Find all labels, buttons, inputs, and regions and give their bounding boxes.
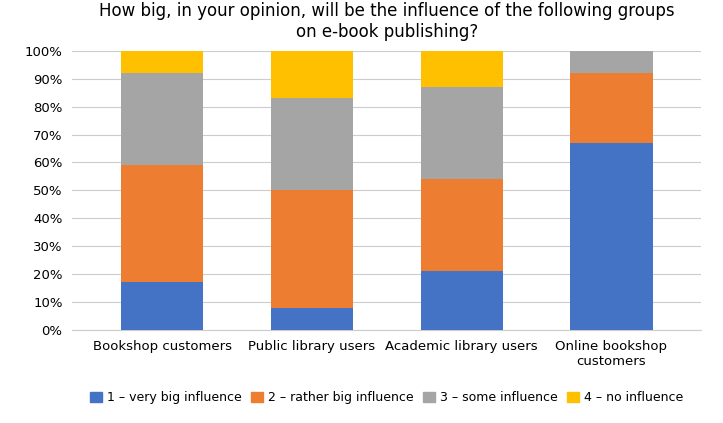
Bar bbox=[570, 73, 653, 143]
Bar bbox=[421, 51, 503, 87]
Bar bbox=[121, 165, 203, 283]
Legend: 1 – very big influence, 2 – rather big influence, 3 – some influence, 4 – no inf: 1 – very big influence, 2 – rather big i… bbox=[85, 387, 688, 409]
Bar bbox=[570, 51, 653, 73]
Bar bbox=[421, 271, 503, 330]
Bar bbox=[270, 98, 353, 190]
Bar bbox=[270, 190, 353, 308]
Bar bbox=[270, 51, 353, 98]
Bar bbox=[570, 143, 653, 330]
Bar bbox=[121, 73, 203, 165]
Bar bbox=[421, 87, 503, 179]
Bar bbox=[121, 283, 203, 330]
Bar bbox=[421, 179, 503, 271]
Title: How big, in your opinion, will be the influence of the following groups
on e-boo: How big, in your opinion, will be the in… bbox=[99, 2, 675, 41]
Bar bbox=[121, 51, 203, 73]
Bar bbox=[270, 308, 353, 330]
